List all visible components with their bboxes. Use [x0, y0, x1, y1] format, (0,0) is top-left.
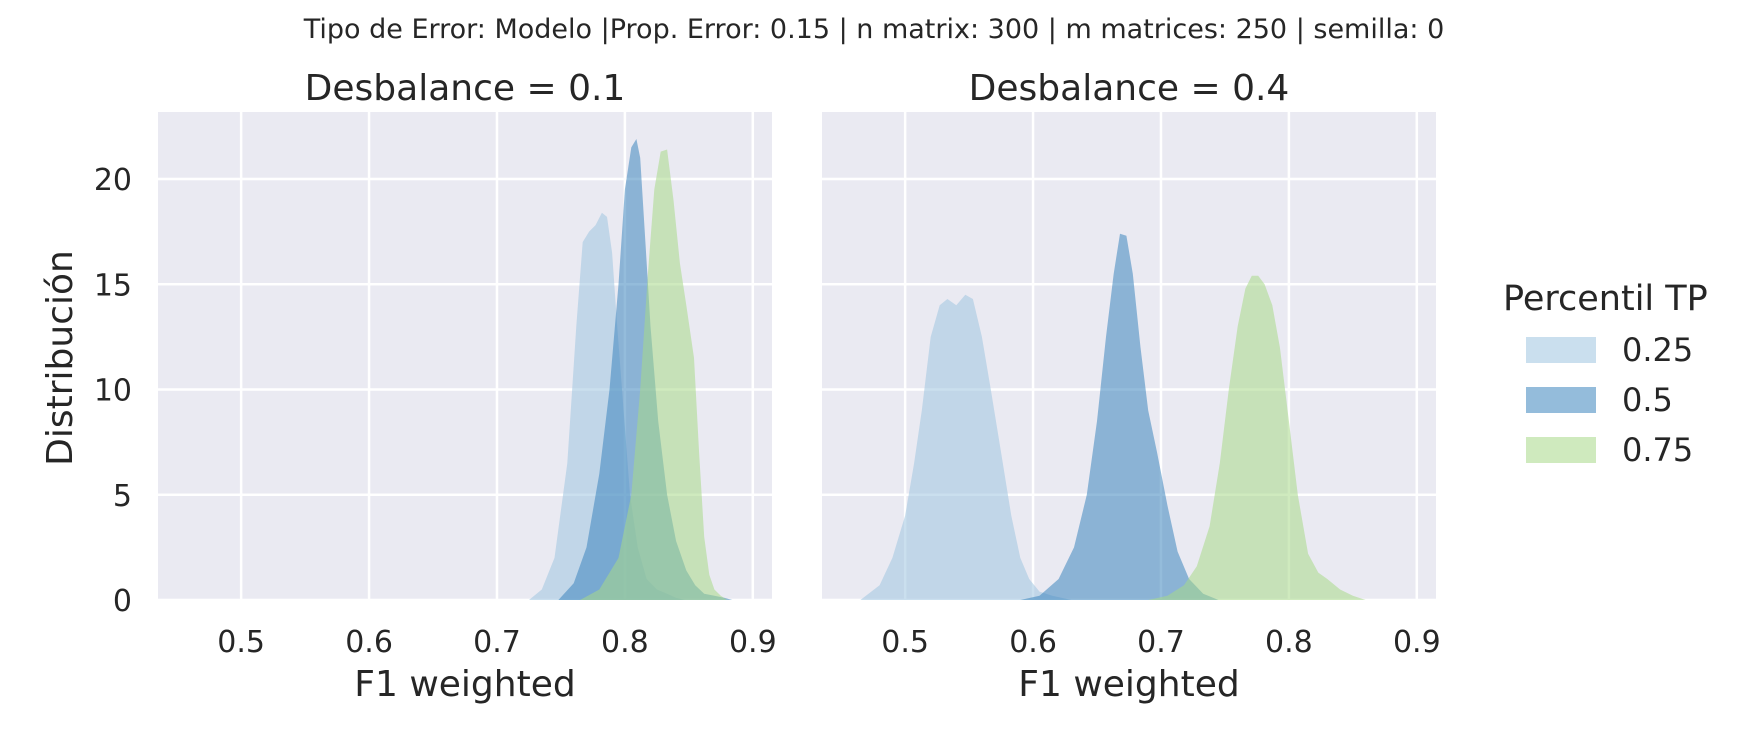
legend-label: 0.75 — [1622, 431, 1693, 469]
density-area-0_25 — [860, 294, 1072, 600]
density-area-0_5 — [1020, 233, 1219, 600]
facet-panels: 0.5 0.6 0.7 0.8 0.9 0 5 10 15 20 Desbalance = 0.1 F… — [94, 68, 1441, 705]
density-area-0_75 — [1148, 275, 1366, 600]
x-tick-label: 0.7 — [1137, 625, 1185, 660]
x-tick-label: 0.5 — [881, 625, 929, 660]
x-tick-label: 0.7 — [473, 625, 521, 660]
x-tick-label: 0.6 — [345, 625, 393, 660]
y-axis-label: Distribución — [40, 250, 81, 466]
panel-1: 0.5 0.6 0.7 0.8 0.9 0 5 10 15 20 Desbalance = 0.1 F… — [94, 68, 777, 705]
legend-label: 0.5 — [1622, 381, 1673, 419]
x-tick-label: 0.8 — [601, 625, 649, 660]
x-tick-label: 0.8 — [1265, 625, 1313, 660]
y-tick-label: 0 — [113, 584, 132, 619]
legend-swatch — [1526, 437, 1596, 463]
chart-suptitle: Tipo de Error: Modelo |Prop. Error: 0.15… — [303, 14, 1445, 45]
legend: Percentil TP 0.25 0.5 0.75 — [1503, 279, 1708, 469]
y-tick-label: 5 — [113, 479, 132, 514]
density-area-0_75 — [580, 149, 728, 600]
panel-2: 0.5 0.6 0.7 0.8 0.9 Desbalance = 0.4 F1 weight… — [822, 68, 1441, 705]
x-tick-label: 0.6 — [1009, 625, 1057, 660]
legend-title: Percentil TP — [1503, 279, 1708, 319]
x-axis-label: F1 weighted — [1018, 664, 1239, 705]
y-tick-label: 10 — [94, 374, 132, 409]
legend-swatch — [1526, 337, 1596, 363]
facet-title: Desbalance = 0.1 — [305, 68, 626, 109]
legend-swatch — [1526, 387, 1596, 413]
x-tick-label: 0.5 — [217, 625, 265, 660]
facet-title: Desbalance = 0.4 — [969, 68, 1290, 109]
x-tick-label: 0.9 — [729, 625, 777, 660]
y-tick-label: 20 — [94, 163, 132, 198]
legend-label: 0.25 — [1622, 331, 1693, 369]
x-axis-label: F1 weighted — [354, 664, 575, 705]
y-tick-label: 15 — [94, 268, 132, 303]
x-tick-label: 0.9 — [1393, 625, 1441, 660]
density-area-0_25 — [529, 212, 685, 600]
